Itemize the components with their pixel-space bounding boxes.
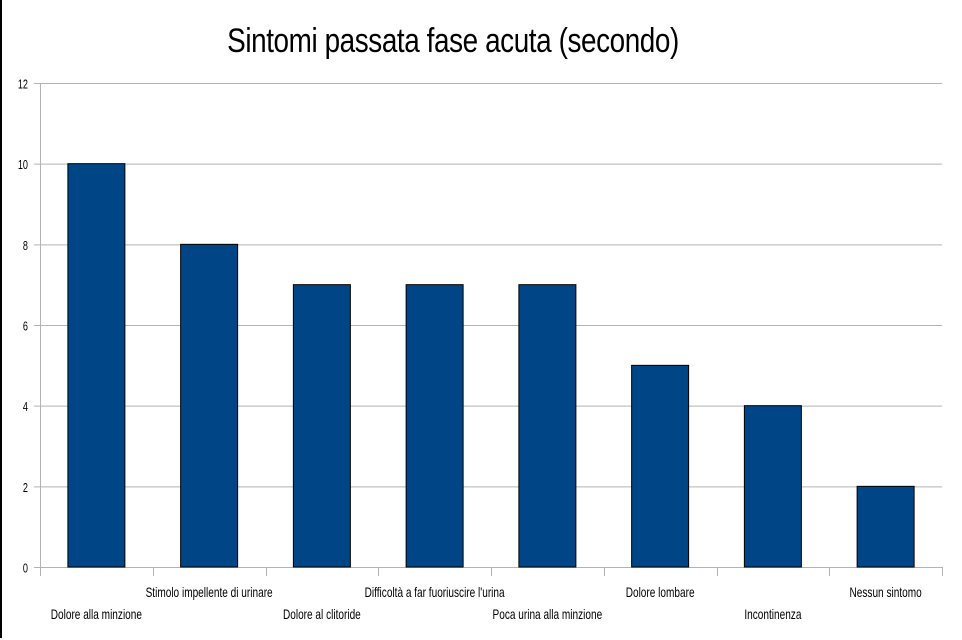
bar <box>180 243 239 568</box>
x-tick-label: Incontinenza <box>744 606 801 622</box>
x-tick-label: Poca urina alla minzione <box>493 606 603 622</box>
bar <box>631 364 690 568</box>
x-tick-label: Dolore al clitoride <box>283 606 361 622</box>
y-tick-label: 8 <box>23 239 28 253</box>
bar <box>518 284 577 568</box>
y-tick-label: 10 <box>18 159 28 173</box>
bar <box>856 485 915 568</box>
x-tick-label: Nessun sintomo <box>850 584 922 600</box>
y-tick-label: 12 <box>18 78 28 92</box>
y-tick-label: 0 <box>23 562 28 576</box>
bar <box>292 284 351 568</box>
bar <box>405 284 464 568</box>
y-tick-label: 2 <box>23 481 28 495</box>
x-tick-label: Dolore lombare <box>626 584 695 600</box>
x-tick-label: Difficoltà a far fuoriuscire l'urina <box>365 584 505 600</box>
bar <box>67 163 126 568</box>
x-tick-label: Stimolo impellente di urinare <box>146 584 273 600</box>
bar <box>743 405 802 568</box>
y-tick-label: 6 <box>23 320 28 334</box>
x-tick-label: Dolore alla minzione <box>51 606 142 622</box>
y-tick-label: 4 <box>23 401 28 415</box>
chart-title: Sintomi passata fase acuta (secondo) <box>227 22 679 60</box>
